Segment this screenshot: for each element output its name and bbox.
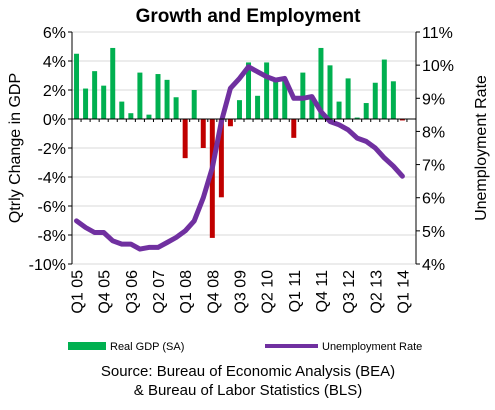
x-tick-label-9: Q4 11 xyxy=(314,270,331,313)
gdp-bar-q2-07 xyxy=(155,74,161,119)
left-tick-label-1: -8% xyxy=(38,228,66,245)
gdp-bar-q1-09 xyxy=(218,119,224,198)
gdp-bar-q1-13 xyxy=(363,103,369,119)
gdp-bar-q3-08 xyxy=(200,119,206,148)
axes xyxy=(68,31,420,265)
gdp-bar-q1-07 xyxy=(146,114,152,119)
left-tick-label-7: 4% xyxy=(43,54,66,71)
right-axis-tick-labels: 4% 5% 6% 7% 8% 9% 10% 11% xyxy=(422,25,454,274)
left-tick-label-6: 2% xyxy=(43,83,66,100)
right-tick-label-1: 5% xyxy=(422,224,445,241)
left-tick-label-4: -2% xyxy=(38,141,66,158)
x-tick-label-1: Q4 05 xyxy=(97,270,114,314)
gdp-bar-q4-06 xyxy=(137,72,143,119)
unemployment-rate-line xyxy=(74,64,405,252)
x-tick-label-2: Q3 06 xyxy=(124,270,141,314)
x-tick-label-11: Q2 13 xyxy=(368,270,385,314)
gdp-bar-q3-07 xyxy=(164,79,170,119)
gdp-bar-q3-11 xyxy=(309,98,315,119)
right-tick-label-6: 10% xyxy=(422,58,454,75)
legend-unemployment-label: Unemployment Rate xyxy=(322,341,422,353)
source-line-1: Source: Bureau of Economic Analysis (BEA… xyxy=(101,363,395,380)
right-tick-label-7: 11% xyxy=(422,25,453,42)
x-tick-label-5: Q4 08 xyxy=(205,270,222,314)
gdp-bar-q4-12 xyxy=(354,117,360,119)
gdp-bar-q3-09 xyxy=(236,100,242,119)
left-tick-label-2: -6% xyxy=(38,199,66,216)
x-tick-label-12: Q1 14 xyxy=(395,270,412,314)
gdp-bar-q1-06 xyxy=(110,47,116,120)
legend-gdp-label: Real GDP (SA) xyxy=(110,341,184,353)
left-axis-title: Qtrly Change in GDP xyxy=(7,73,24,223)
gdp-bar-q3-13 xyxy=(381,59,387,119)
gdp-bar-q2-13 xyxy=(372,82,378,119)
gdp-bar-q4-13 xyxy=(390,81,396,119)
x-tick-label-7: Q2 10 xyxy=(260,270,277,314)
gdp-bar-q2-09 xyxy=(227,119,233,127)
source-line-2: & Bureau of Labor Statistics (BLS) xyxy=(134,382,362,399)
gdp-bar-q4-09 xyxy=(246,62,252,119)
gdp-bar-q1-08 xyxy=(182,119,188,159)
gdp-bar-q3-12 xyxy=(345,78,351,119)
gdp-bar-q3-06 xyxy=(128,113,134,119)
gdp-bar-q1-12 xyxy=(327,65,333,119)
x-tick-label-4: Q1 08 xyxy=(178,270,195,314)
x-tick-label-6: Q3 09 xyxy=(233,270,250,314)
left-tick-label-3: -4% xyxy=(38,170,66,187)
gdp-bar-q4-10 xyxy=(282,78,288,119)
right-axis-title: Unemployment Rate xyxy=(473,75,490,221)
left-tick-label-5: 0% xyxy=(43,112,66,129)
x-tick-label-0: Q1 05 xyxy=(70,270,87,314)
gdp-bar-q2-12 xyxy=(336,101,342,119)
gdp-bar-q2-05 xyxy=(83,88,89,119)
gdp-bar-q3-05 xyxy=(92,71,98,119)
gdp-bar-q3-10 xyxy=(273,78,279,119)
x-tick-label-10: Q3 12 xyxy=(341,270,358,314)
unemployment-line-layer xyxy=(74,64,405,252)
gdp-bar-q2-06 xyxy=(119,101,125,119)
gdp-bar-q4-08 xyxy=(209,119,215,238)
right-tick-label-0: 4% xyxy=(422,257,445,274)
left-tick-label-8: 6% xyxy=(43,25,66,42)
gdp-bar-q1-14 xyxy=(399,119,405,121)
chart-title: Growth and Employment xyxy=(136,6,362,27)
gdp-bar-q4-11 xyxy=(318,47,324,120)
gdp-bar-q4-07 xyxy=(173,97,179,119)
left-tick-label-0: -10% xyxy=(29,257,66,274)
gdp-bar-q1-05 xyxy=(74,53,80,119)
right-tick-label-2: 6% xyxy=(422,191,445,208)
gdp-bar-q1-10 xyxy=(255,95,261,119)
left-axis-tick-labels: -10% -8% -6% -4% -2% 0% 2% 4% 6% xyxy=(29,25,66,274)
x-tick-label-3: Q2 07 xyxy=(151,270,168,314)
gdp-bar-q1-11 xyxy=(291,119,297,138)
x-axis-tick-labels: Q1 05 Q4 05 Q3 06 Q2 07 Q1 08 Q4 08 Q3 09 Q2 10… xyxy=(70,270,413,314)
gdp-bar-q2-10 xyxy=(264,62,270,119)
right-tick-label-4: 8% xyxy=(422,124,445,141)
x-tick-label-8: Q1 11 xyxy=(287,270,304,313)
gdp-bars xyxy=(74,47,405,238)
legend: Real GDP (SA) Unemployment Rate xyxy=(68,341,422,353)
gdp-bar-q4-05 xyxy=(101,85,107,119)
right-tick-label-3: 7% xyxy=(422,158,445,175)
right-tick-label-5: 9% xyxy=(422,91,445,108)
gdp-bar-q2-08 xyxy=(191,90,197,119)
legend-gdp-swatch xyxy=(68,342,106,350)
